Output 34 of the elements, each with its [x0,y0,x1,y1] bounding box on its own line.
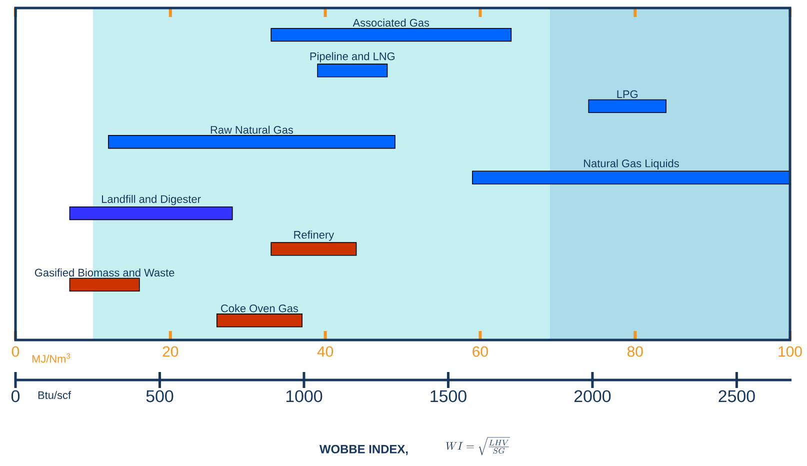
annotation: Refinery [294,230,334,241]
x2-tick-label: 0 [11,390,20,402]
x2-tick-label: 1000 [286,390,322,402]
bar [588,99,666,113]
annotation: Coke Oven Gas [221,304,298,312]
x-tick-label: 80 [627,346,643,357]
x2-axis-title: Btu/scf [38,390,72,400]
x-tick-label: 40 [317,346,334,357]
x2-tick-label: 500 [146,390,174,402]
bar [108,135,396,149]
x-tick-label: 20 [162,346,178,357]
annotation: Raw Natural Gas [210,126,294,134]
x-tick-label: 0 [12,346,20,357]
text: $WI=\sqrt{\frac{LHV}{SG}}$ [446,437,510,456]
text: WOBBE INDEX, [319,444,408,456]
x2-tick-label: 1500 [430,390,466,402]
annotation: LPG [617,90,638,98]
annotation: Pipeline and LNG [310,52,395,62]
bar [69,278,140,292]
bar [270,242,357,256]
annotation: Natural Gas Liquids [584,159,679,170]
annotation: Landfill and Digester [102,194,201,206]
bar [216,314,302,328]
x2-tick-label: 2000 [574,390,611,402]
annotation: Gasified Biomass and Waste [34,268,174,277]
x2-tick-label: 2500 [718,390,755,402]
bar [472,170,790,184]
x-axis-title: MJ/Nm$^{3}$ [32,353,70,363]
x-tick-label: 100 [778,346,802,357]
annotation: Associated Gas [352,18,430,27]
bar [317,64,388,78]
x-tick-label: 60 [472,346,488,357]
bar [270,28,512,42]
bar [69,206,233,220]
